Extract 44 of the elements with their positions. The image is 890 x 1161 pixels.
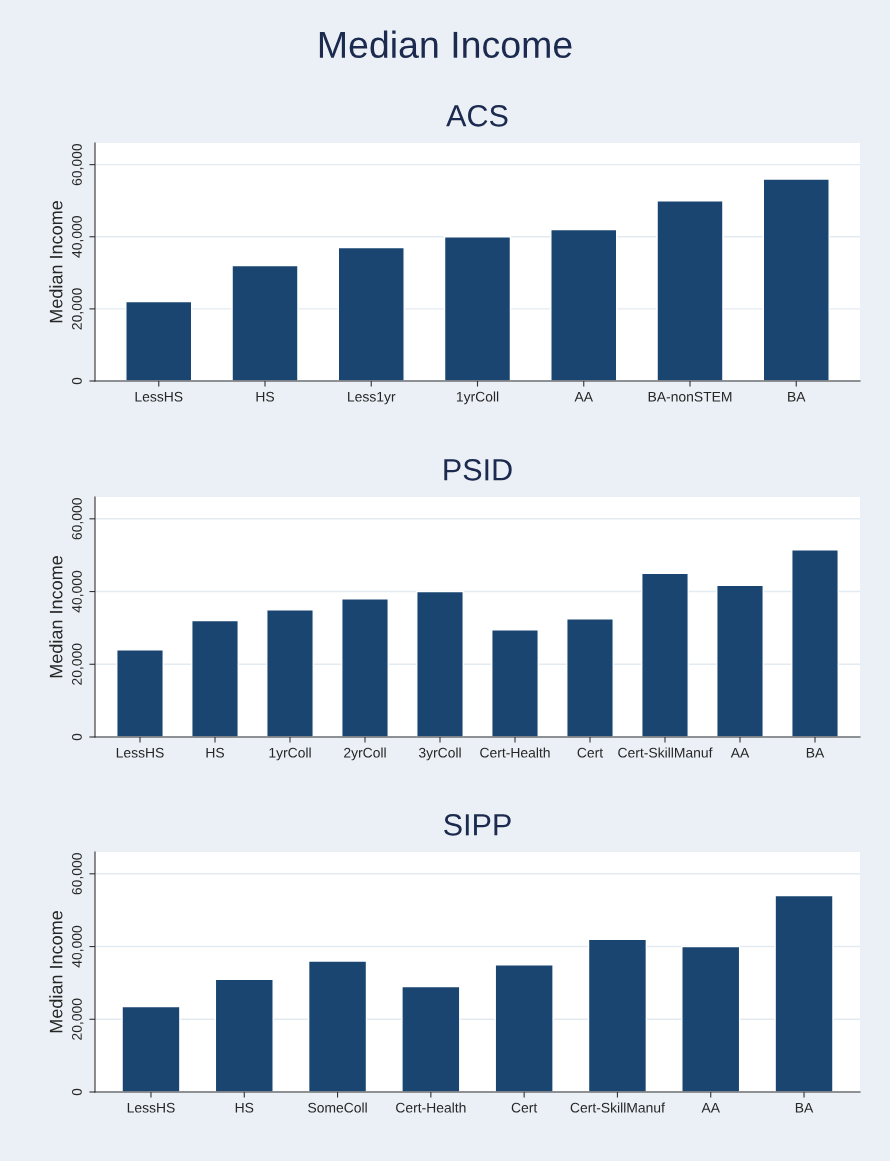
y-tick-label: 20,000 (72, 998, 84, 1040)
x-tick-label: AA (730, 747, 750, 758)
x-tick-label: BA (795, 1102, 814, 1113)
chart-title: SIPP (444, 814, 511, 836)
y-tick-label: 60,000 (72, 143, 84, 186)
x-tick-label: BA (788, 391, 806, 402)
chart-subtitle: ACS (446, 105, 508, 127)
x-tick-label: Cert (511, 1102, 538, 1113)
x-tick-label: 2yrColl (344, 747, 386, 761)
y-tick-label: 60,000 (72, 498, 84, 540)
x-tick-label: LessHS (116, 747, 164, 758)
y-tick-label: 40,000 (72, 216, 84, 258)
x-tick-label: 3yrColl (418, 747, 461, 761)
y-axis-title: Median Income (49, 201, 63, 323)
x-tick-label: Cert-Health (480, 747, 550, 758)
y-axis-title: Median Income (49, 556, 63, 678)
x-tick-label: Cert (577, 747, 604, 758)
x-tick-label: BA (806, 747, 825, 758)
x-tick-label: HS (256, 391, 275, 402)
x-tick-label: 1yrColl (456, 391, 499, 405)
x-tick-label: 1yrColl (269, 747, 311, 761)
y-tick-label: 40,000 (72, 570, 84, 613)
x-tick-label: BA-nonSTEM (648, 391, 732, 402)
y-tick-label: 20,000 (72, 288, 84, 330)
chart-title: Median Income (319, 30, 572, 59)
chart-title: PSID (444, 459, 512, 481)
y-tick-label: 20,000 (72, 643, 84, 685)
x-tick-label: HS (206, 747, 225, 758)
y-tick-label: 0 (72, 1088, 82, 1096)
x-tick-label: LessHS (135, 391, 183, 402)
y-tick-label: 40,000 (72, 925, 84, 968)
y-axis-title: Median Income (49, 911, 63, 1033)
y-tick-label: 0 (72, 377, 82, 385)
x-tick-label: AA (701, 1102, 720, 1113)
x-tick-label: AA (574, 391, 593, 402)
x-tick-label: HS (235, 1102, 254, 1113)
y-tick-label: 60,000 (72, 853, 84, 895)
x-tick-label: SomeColl (308, 1102, 367, 1113)
x-tick-label: Cert-SkillManuf (618, 747, 713, 758)
x-tick-label: Less1yr (348, 391, 396, 405)
x-tick-label: Cert-Health (396, 1102, 466, 1113)
x-tick-label: Cert-SkillManuf (570, 1102, 665, 1113)
x-tick-label: LessHS (127, 1102, 175, 1113)
y-tick-label: 0 (72, 733, 82, 741)
